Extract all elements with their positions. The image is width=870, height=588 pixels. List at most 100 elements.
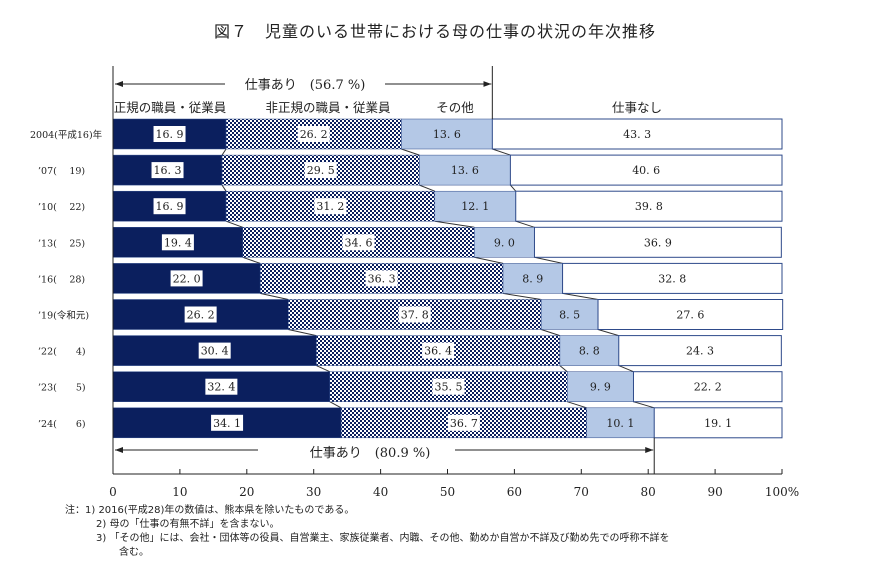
- value-label-box: [314, 198, 347, 215]
- value-label-box: [151, 162, 184, 179]
- value-label: 16. 9: [156, 128, 184, 141]
- value-label-box: [161, 234, 194, 251]
- row-label: ’07( 19): [38, 166, 85, 177]
- value-label: 27. 6: [676, 309, 704, 322]
- value-label: 9. 9: [590, 381, 611, 394]
- connector-line: [515, 220, 535, 228]
- value-label: 36. 7: [450, 417, 478, 430]
- bar-segment: [533, 226, 782, 258]
- connector-line: [597, 329, 619, 337]
- bar-segment: [515, 190, 783, 222]
- value-label-box: [184, 306, 217, 323]
- bar-segment: [653, 407, 783, 439]
- x-tick-label: 30: [306, 485, 321, 499]
- connector-line: [316, 365, 330, 373]
- connector-line: [567, 401, 587, 409]
- value-label: 32. 8: [658, 272, 686, 285]
- series-label: 仕事なし: [612, 100, 662, 115]
- connector-line: [242, 256, 261, 264]
- connector-line: [419, 184, 435, 192]
- annotation-top: 仕事あり (56.7 %): [245, 78, 366, 93]
- connector-line: [559, 365, 568, 373]
- value-label-box: [153, 198, 186, 215]
- value-label-box: [211, 414, 244, 431]
- value-label: 13. 6: [433, 128, 461, 141]
- bar-segment: [632, 371, 783, 403]
- value-label: 22. 2: [694, 381, 722, 394]
- connector-line: [534, 256, 563, 264]
- value-label: 10. 1: [606, 417, 634, 430]
- series-label: 非正規の職員・従業員: [265, 100, 391, 115]
- bar-segment: [474, 227, 535, 258]
- note-2: 2) 母の「仕事の有無不詳」を含まない。: [96, 519, 280, 530]
- x-tick-label: 100%: [765, 485, 799, 499]
- value-label: 8. 9: [522, 272, 543, 285]
- value-label: 39. 8: [635, 200, 663, 213]
- value-label: 35. 5: [435, 381, 463, 394]
- value-label-box: [342, 234, 375, 251]
- series-label: 正規の職員・従業員: [114, 100, 227, 115]
- value-label: 34. 6: [345, 236, 373, 249]
- connector-line: [474, 256, 504, 264]
- x-tick-label: 60: [507, 485, 522, 499]
- series-label: その他: [436, 100, 474, 115]
- footnotes: 注：1) 2016(平成28)年の数値は、熊本県を除いたものである。 2) 母の…: [65, 504, 669, 560]
- connector-line: [633, 401, 655, 409]
- x-tick-label: 80: [641, 485, 656, 499]
- row-label: ’22( 4): [38, 347, 86, 358]
- value-label: 24. 3: [686, 345, 714, 358]
- x-tick-label: 70: [574, 485, 589, 499]
- bar-segment: [502, 263, 563, 294]
- value-label: 36. 9: [644, 236, 672, 249]
- bar-segment: [562, 262, 783, 294]
- connector-line: [510, 184, 517, 192]
- value-label: 40. 6: [632, 164, 660, 177]
- value-label: 26. 2: [300, 128, 328, 141]
- value-label-box: [153, 126, 186, 142]
- x-tick-label: 20: [239, 485, 254, 499]
- bar-segment: [597, 299, 784, 330]
- x-tick-label: 90: [707, 485, 722, 499]
- bar-segment: [401, 118, 493, 150]
- row-label: ’24( 6): [38, 419, 86, 430]
- value-label: 19. 4: [164, 236, 192, 249]
- annotation-bottom: 仕事あり (80.9 %): [310, 446, 431, 461]
- value-label: 43. 3: [623, 128, 651, 141]
- value-label-box: [422, 342, 455, 359]
- connector-line: [260, 292, 289, 300]
- connector-line: [618, 365, 634, 373]
- value-label-box: [432, 378, 465, 395]
- note-1: 注：1) 2016(平成28)年の数値は、熊本県を除いたものである。: [65, 505, 355, 516]
- connector-line: [401, 148, 420, 156]
- connector-line: [225, 220, 243, 228]
- value-label: 36. 3: [368, 272, 396, 285]
- row-label: ’19(令和元): [38, 310, 89, 322]
- row-label: ’13( 25): [38, 238, 85, 249]
- value-label-box: [205, 378, 238, 395]
- value-label-box: [304, 162, 337, 179]
- x-tick-label: 40: [373, 485, 388, 499]
- value-label: 8. 5: [559, 309, 580, 322]
- value-label: 36. 4: [424, 345, 452, 358]
- value-label-box: [297, 126, 330, 142]
- bar-segment: [559, 335, 620, 366]
- value-label-box: [365, 270, 398, 287]
- value-label: 13. 6: [451, 164, 479, 177]
- row-label: 2004(平成16)年: [30, 129, 103, 141]
- connector-line: [434, 220, 475, 228]
- value-label-box: [170, 270, 203, 287]
- value-label: 31. 2: [316, 200, 344, 213]
- x-tick-label: 50: [440, 485, 455, 499]
- bar-segment: [567, 371, 634, 402]
- bar-segment: [540, 299, 599, 330]
- connector-line: [502, 292, 542, 300]
- value-label: 19. 1: [704, 417, 732, 430]
- note-4: 含む。: [119, 547, 149, 558]
- value-label: 22. 0: [173, 272, 201, 285]
- value-label: 34. 1: [213, 417, 241, 430]
- value-label: 37. 8: [401, 309, 429, 322]
- x-tick-label: 0: [109, 485, 117, 499]
- bar-segment: [586, 407, 655, 439]
- chart-title: 図７ 児童のいる世帯における母の仕事の状況の年次推移: [213, 22, 656, 41]
